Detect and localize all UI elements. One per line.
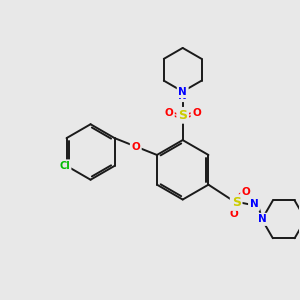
Text: S: S (232, 196, 241, 209)
Text: O: O (242, 187, 250, 196)
Text: S: S (178, 109, 187, 122)
Text: O: O (192, 108, 201, 118)
Text: N: N (250, 200, 258, 209)
Text: O: O (131, 142, 140, 152)
Text: N: N (178, 91, 187, 100)
Text: O: O (230, 209, 239, 219)
Text: N: N (178, 86, 187, 97)
Text: Cl: Cl (59, 161, 70, 171)
Text: O: O (164, 108, 173, 118)
Text: N: N (258, 214, 266, 224)
